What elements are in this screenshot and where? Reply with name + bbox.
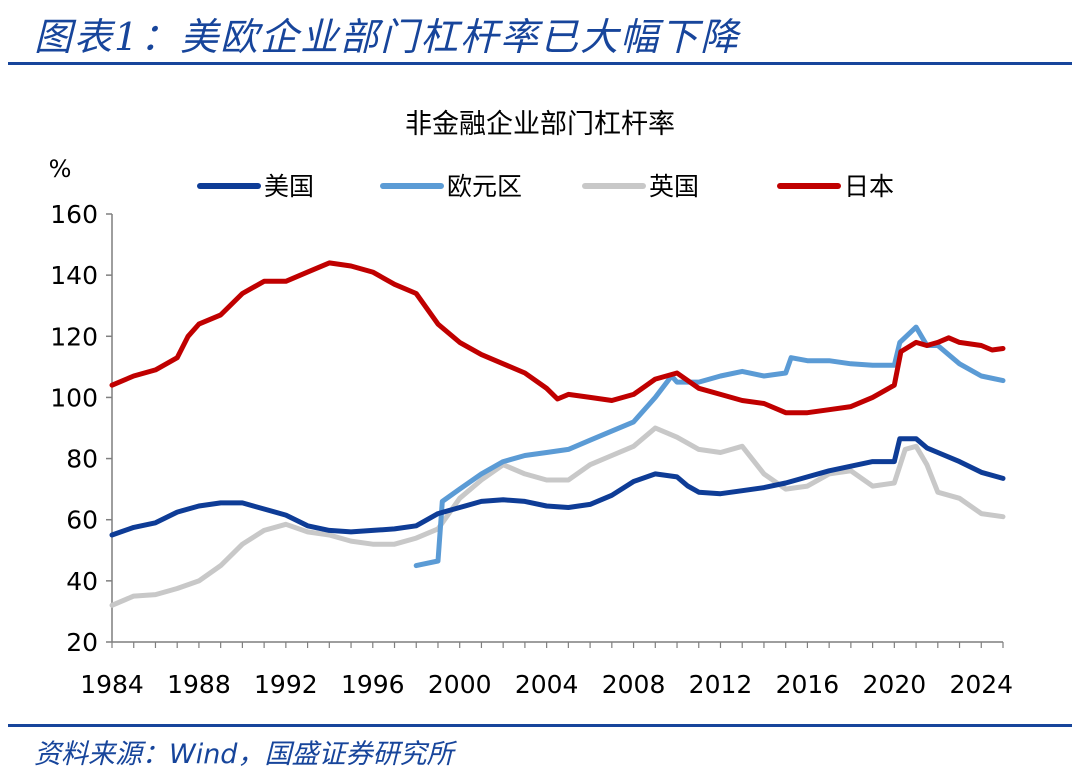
axes: 20 40 60 80 100 120 140 160 1984 1988 1992 1996 2000…: [50, 200, 1013, 699]
figure-title: 图表1：美欧企业部门杠杆率已大幅下降: [34, 15, 741, 59]
y-tick-label: 100: [50, 383, 98, 412]
y-tick-label: 20: [66, 628, 98, 657]
legend-label: 英国: [649, 172, 699, 201]
chart: 非金融企业部门杠杆率 % 美国 欧元区 英国 日本 20 40 60 80 100 120 140…: [49, 109, 1013, 699]
x-tick-label: 2016: [776, 670, 840, 699]
chart-title: 非金融企业部门杠杆率: [405, 109, 675, 140]
y-tick-label: 60: [66, 506, 98, 535]
x-tick-label: 1984: [80, 670, 144, 699]
x-tick-label: 2004: [515, 670, 579, 699]
y-tick-label: 80: [66, 445, 98, 474]
y-unit-label: %: [49, 155, 72, 183]
title-rule: [8, 62, 1072, 65]
series-lines: [109, 260, 1006, 608]
series-line-0: [109, 436, 1006, 538]
y-tick-label: 40: [66, 567, 98, 596]
series-line-1: [413, 324, 1006, 569]
x-tick-label: 2012: [689, 670, 753, 699]
y-tick-label: 120: [50, 322, 98, 351]
legend-label: 美国: [264, 172, 314, 201]
x-tick-label: 1988: [167, 670, 231, 699]
x-tick-label: 2024: [949, 670, 1013, 699]
x-tick-label: 2000: [428, 670, 492, 699]
x-tick-label: 2020: [863, 670, 927, 699]
source-rule: [8, 724, 1072, 727]
x-tick-label: 1992: [254, 670, 318, 699]
x-tick-label: 2008: [602, 670, 666, 699]
series-line-3: [109, 260, 1006, 416]
legend-label: 日本: [844, 172, 894, 201]
legend-label: 欧元区: [447, 172, 522, 201]
source-note: 资料来源：Wind，国盛证券研究所: [34, 739, 454, 770]
x-tick-label: 1996: [341, 670, 405, 699]
series-line-2: [109, 425, 1006, 608]
y-tick-label: 160: [50, 200, 98, 229]
y-tick-label: 140: [50, 261, 98, 290]
legend: 美国 欧元区 英国 日本: [197, 172, 894, 201]
